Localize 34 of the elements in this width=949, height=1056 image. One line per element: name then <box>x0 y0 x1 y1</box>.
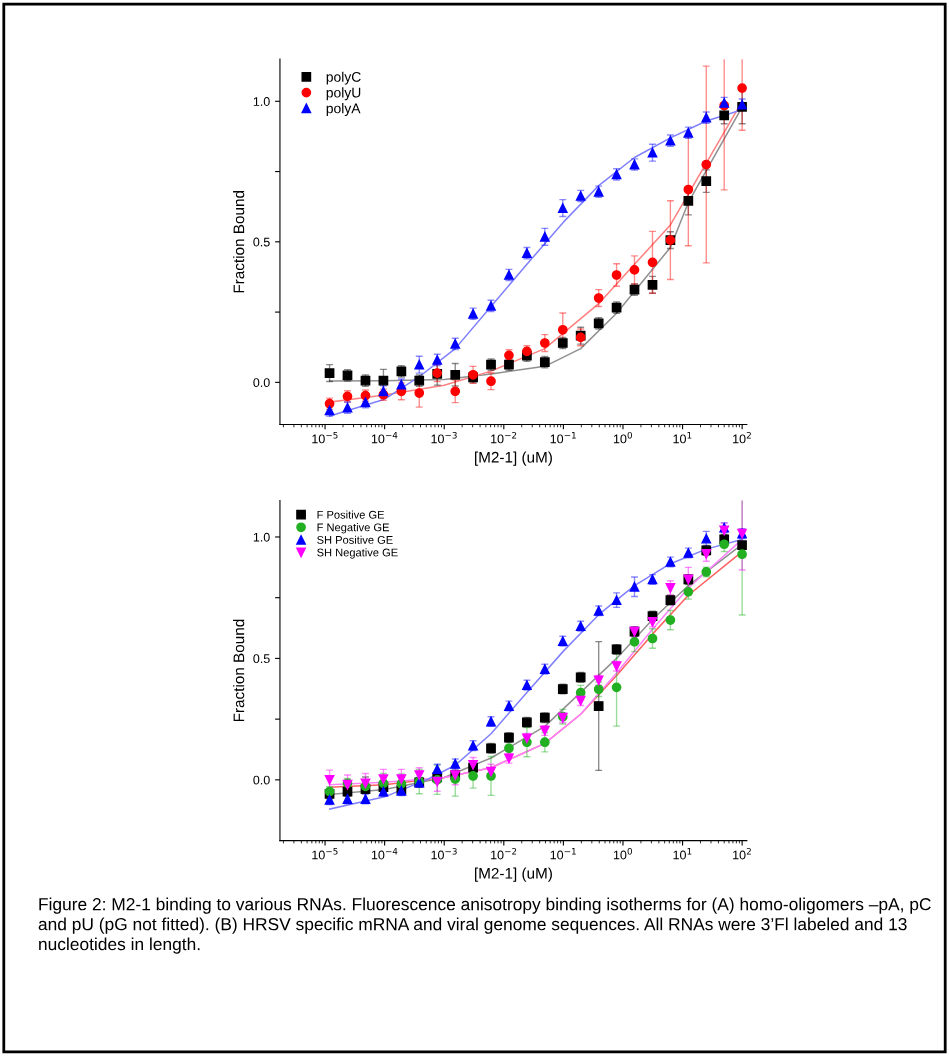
x-axis-title: [M2-1] (uM) <box>475 867 552 882</box>
y-tick-label: 0.0 <box>253 378 270 388</box>
y-tick-label: 1.0 <box>253 532 270 542</box>
y-axis-title: Fraction Bound <box>233 619 245 722</box>
legend-label: F Positive GE <box>317 510 385 519</box>
legend-label: SH Negative GE <box>317 548 398 559</box>
x-tick-label: 10$^{−4}$ <box>371 848 398 860</box>
legend-label: F Negative GE <box>317 523 390 534</box>
y-tick-label: 0.5 <box>253 237 270 247</box>
x-tick-label: 10$^{2}$ <box>733 847 751 860</box>
x-tick-label: 10$^{−3}$ <box>431 431 457 444</box>
legend-label: polyC <box>326 71 361 85</box>
x-tick-label: 10$^{−2}$ <box>491 847 517 860</box>
y-axis-title: Fraction Bound <box>233 191 245 293</box>
x-tick-label: 10$^{2}$ <box>733 431 751 444</box>
x-tick-label: 10$^{1}$ <box>673 432 692 444</box>
x-tick-label: 10$^{0}$ <box>613 847 632 860</box>
legend-label: polyU <box>326 87 361 101</box>
x-tick-label: 10$^{−3}$ <box>431 847 457 860</box>
legend-label: SH Positive GE <box>317 535 393 544</box>
x-tick-label: 10$^{−2}$ <box>491 431 517 444</box>
x-tick-label: 10$^{−5}$ <box>312 848 338 860</box>
x-tick-label: 10$^{−4}$ <box>371 432 398 444</box>
x-tick-label: 10$^{0}$ <box>613 431 632 444</box>
y-tick-label: 0.0 <box>253 775 270 785</box>
x-axis-title: [M2-1] (uM) <box>475 451 552 466</box>
caption: Figure 2: M2-1 binding to various RNAs. Fluorescence anisotropy binding isotherms for (A) homo-oligomers –pA, pC and pU (pG not fitted). (B) HRSV specific mRNA and viral genome sequences. All RNAs were 3’Fl labeled and 13 nucleotides in length. <box>38 897 931 954</box>
x-tick-label: 10$^{−1}$ <box>550 848 576 860</box>
legend-label: polyA <box>326 103 361 117</box>
y-tick-label: 0.5 <box>253 654 270 664</box>
y-tick-label: 1.0 <box>253 97 270 106</box>
x-tick-label: 10$^{−5}$ <box>312 432 338 444</box>
x-tick-label: 10$^{1}$ <box>673 848 692 860</box>
x-tick-label: 10$^{−1}$ <box>550 432 576 444</box>
